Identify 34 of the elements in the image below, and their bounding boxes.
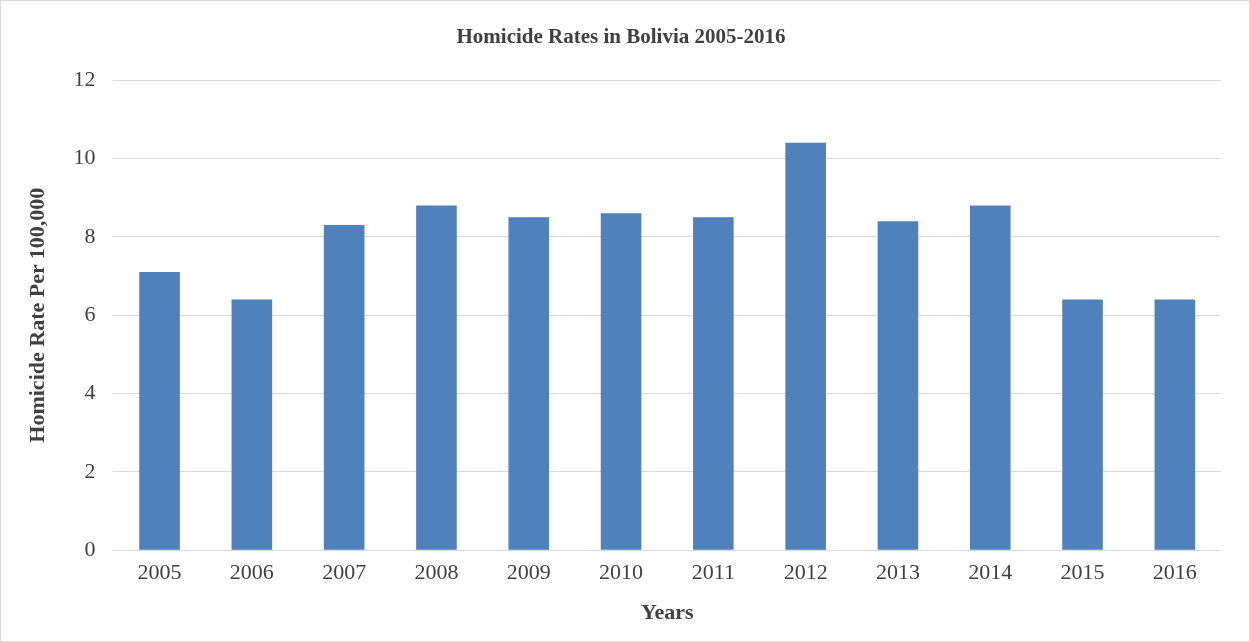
bar <box>1062 299 1103 550</box>
bar <box>877 221 919 550</box>
bar <box>416 205 457 550</box>
bar <box>508 217 550 550</box>
bar <box>323 225 365 550</box>
bar <box>785 142 826 550</box>
y-tick-label: 0 <box>84 535 96 561</box>
x-tick-label: 2014 <box>968 559 1013 585</box>
bar <box>600 213 642 550</box>
y-tick-label: 2 <box>84 457 96 483</box>
x-tick-label: 2009 <box>506 559 551 585</box>
x-tick-label: 2005 <box>137 559 182 585</box>
y-tick-label: 10 <box>73 144 96 170</box>
y-axis-title: Homicide Rate Per 100,000 <box>23 187 49 443</box>
bar <box>231 299 273 550</box>
x-tick-label: 2007 <box>322 559 367 585</box>
y-tick-label: 12 <box>73 65 96 91</box>
x-tick-label: 2015 <box>1060 559 1105 585</box>
bar <box>693 217 734 550</box>
x-tick-label: 2016 <box>1152 559 1197 585</box>
bar <box>969 205 1011 550</box>
x-tick-label: 2012 <box>783 559 828 585</box>
bar <box>1154 299 1196 550</box>
x-tick-label: 2011 <box>691 559 735 585</box>
bar <box>139 272 180 550</box>
y-tick-label: 4 <box>84 379 96 405</box>
x-tick-label: 2013 <box>875 559 920 585</box>
x-axis-title: Years <box>640 599 694 625</box>
y-tick-label: 8 <box>84 222 96 248</box>
y-tick-label: 6 <box>84 300 96 326</box>
chart-title: Homicide Rates in Bolivia 2005-2016 <box>456 24 786 49</box>
x-tick-label: 2010 <box>599 559 644 585</box>
x-tick-label: 2006 <box>229 559 274 585</box>
x-tick-label: 2008 <box>414 559 459 585</box>
